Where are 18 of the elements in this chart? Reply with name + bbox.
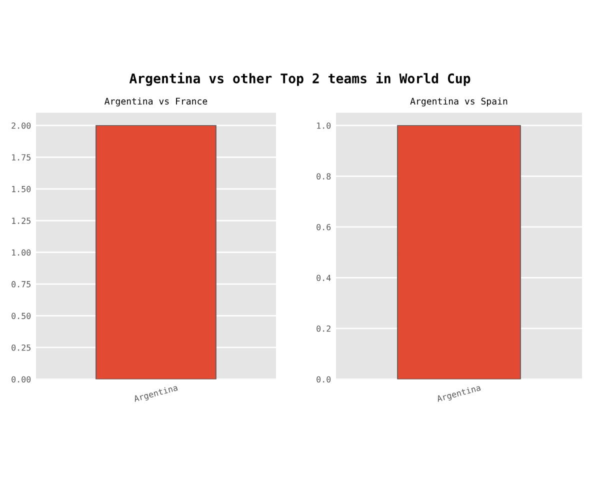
y-tick-label: 0.6: [316, 224, 331, 230]
y-tick-label: 0.8: [316, 173, 331, 180]
y-tick-label: 0.0: [316, 376, 331, 383]
y-tick-label: 0.00: [12, 376, 31, 383]
y-tick-label: 0.50: [12, 312, 31, 320]
chart-title: Argentina vs France: [104, 98, 208, 106]
y-tick-label: 1.75: [12, 154, 30, 161]
y-tick-label: 1.00: [12, 249, 31, 256]
y-tick-label: 1.50: [12, 186, 31, 192]
y-tick-label: 1.25: [12, 218, 30, 224]
y-tick-label: 0.75: [12, 281, 30, 288]
y-tick-label: 0.4: [316, 274, 331, 282]
chart-title: Argentina vs Spain: [410, 98, 508, 106]
y-tick-label: 0.25: [12, 344, 30, 351]
y-tick-label: 2.00: [12, 122, 31, 129]
y-tick-label: 0.2: [316, 325, 330, 332]
y-tick-label: 1.0: [317, 122, 331, 129]
text: Argentina vs other Top 2 teams in World Cup: [129, 72, 470, 86]
